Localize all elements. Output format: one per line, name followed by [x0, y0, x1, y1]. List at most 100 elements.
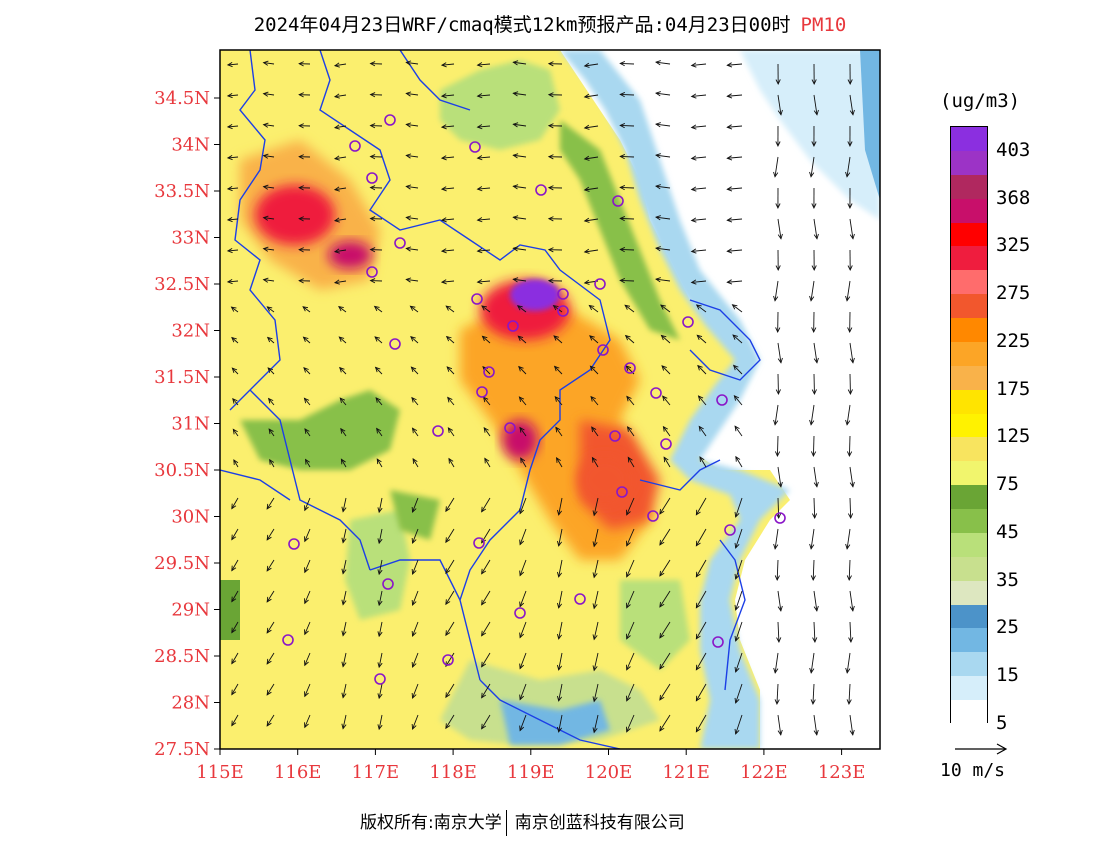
wind-arrow	[447, 397, 455, 406]
wind-arrow	[849, 94, 854, 115]
wind-arrow	[411, 397, 419, 406]
wind-arrow-head	[811, 141, 817, 148]
wind-arrow-head	[266, 306, 273, 312]
wind-arrow-head	[410, 336, 416, 342]
wind-arrow-head	[583, 248, 590, 254]
station-marker	[288, 538, 300, 550]
colorbar-label: 325	[996, 234, 1031, 257]
wind-arrow-head	[810, 699, 816, 706]
wind-arrow	[406, 92, 419, 96]
wind-arrow	[584, 156, 599, 160]
wind-arrow-head	[411, 396, 417, 403]
wind-arrow-head	[339, 397, 346, 404]
wind-arrow	[659, 652, 671, 670]
wind-arrow-head	[583, 155, 590, 161]
wind-arrow-head	[302, 306, 309, 312]
wind-arrow-head	[619, 123, 626, 129]
wind-arrow-head	[619, 92, 626, 98]
wind-arrow	[232, 398, 239, 406]
wind-arrow-head	[626, 540, 631, 547]
wind-arrow	[334, 125, 347, 129]
wind-arrow-head	[592, 603, 598, 610]
wind-arrow-head	[732, 364, 739, 371]
station-marker	[774, 512, 786, 524]
wind-arrow-head	[445, 692, 451, 699]
wind-arrow-head	[369, 92, 376, 98]
wind-arrow	[593, 621, 599, 640]
wind-arrow-head	[846, 575, 852, 582]
wind-arrow-head	[810, 575, 816, 582]
wind-arrow	[626, 559, 635, 577]
wind-arrow	[412, 652, 419, 668]
wind-arrow	[697, 365, 707, 375]
wind-arrow	[445, 652, 455, 667]
wind-arrow	[698, 395, 707, 406]
wind-arrow-head	[338, 336, 345, 342]
longitude-axis: 115E 116E 117E 118E 119E 120E 121E 122E 123E	[196, 749, 865, 783]
wind-arrow-head	[735, 455, 741, 462]
station-marker	[476, 386, 488, 398]
wind-arrow-head	[377, 538, 383, 545]
wind-arrow-head	[655, 246, 661, 252]
wind-arrow	[554, 366, 563, 375]
wind-arrow-head	[409, 305, 416, 311]
wind-arrow-head	[659, 694, 665, 701]
wind-arrow-head	[734, 573, 740, 580]
wind-arrow-head	[519, 426, 525, 433]
wind-arrow-head	[231, 565, 237, 572]
wind-arrow-head	[690, 217, 697, 223]
wind-arrow	[513, 92, 527, 96]
title-product: PM10	[800, 14, 847, 36]
wind-arrow-head	[583, 93, 590, 99]
wind-arrow	[304, 398, 311, 406]
wind-arrow-head	[262, 277, 269, 283]
wind-arrow	[517, 305, 527, 313]
wind-arrow	[269, 459, 275, 468]
wind-arrow	[558, 497, 563, 515]
wind-arrow-head	[662, 425, 668, 432]
latitude-axis: 34.5N 34N 33.5N 33N 32.5N 32N 31.5N 31N 30.5N 30N…	[154, 88, 220, 760]
station-marker	[504, 422, 516, 434]
wind-arrow-head	[411, 537, 417, 544]
wind-arrow-head	[481, 335, 488, 342]
wind-arrow	[406, 123, 419, 127]
station-marker	[349, 140, 361, 152]
station-marker	[432, 425, 444, 437]
station-marker	[374, 673, 386, 685]
wind-arrow-head	[374, 336, 381, 342]
wind-arrow	[263, 62, 275, 65]
wind-arrow-head	[583, 186, 590, 192]
wind-arrow-head	[734, 635, 740, 642]
wind-arrow-head	[266, 720, 272, 727]
wind-arrow-head	[518, 396, 525, 403]
station-marker	[507, 320, 519, 332]
wind-arrow-head	[231, 627, 237, 634]
wind-arrow	[593, 497, 599, 516]
wind-arrow	[659, 528, 671, 546]
wind-arrow-head	[476, 217, 483, 223]
wind-arrow-head	[440, 93, 447, 99]
wind-arrow-head	[519, 570, 525, 577]
wind-arrow	[517, 335, 527, 344]
lat-label: 30N	[171, 507, 210, 528]
wind-arrow-head	[333, 93, 340, 99]
wind-arrow-head	[655, 184, 661, 190]
wind-arrow-head	[266, 336, 273, 343]
colorbar-segment	[951, 341, 987, 366]
wind-arrow-head	[811, 389, 817, 396]
wind-arrow	[375, 367, 383, 375]
wind-arrow-head	[411, 692, 417, 699]
wind-arrow	[266, 621, 275, 634]
wind-arrow	[445, 497, 455, 512]
lat-label: 30.5N	[154, 460, 210, 481]
wind-arrow	[584, 187, 599, 191]
wind-arrow-head	[774, 575, 780, 582]
wind-arrow	[231, 497, 239, 509]
wind-arrow-head	[232, 397, 238, 404]
lon-label: 119E	[507, 762, 555, 783]
wind-arrow-head	[512, 122, 519, 128]
wind-arrow	[777, 621, 780, 642]
wind-arrow-head	[775, 79, 781, 86]
wind-arrow-head	[262, 91, 269, 97]
wind-arrow	[342, 683, 347, 698]
